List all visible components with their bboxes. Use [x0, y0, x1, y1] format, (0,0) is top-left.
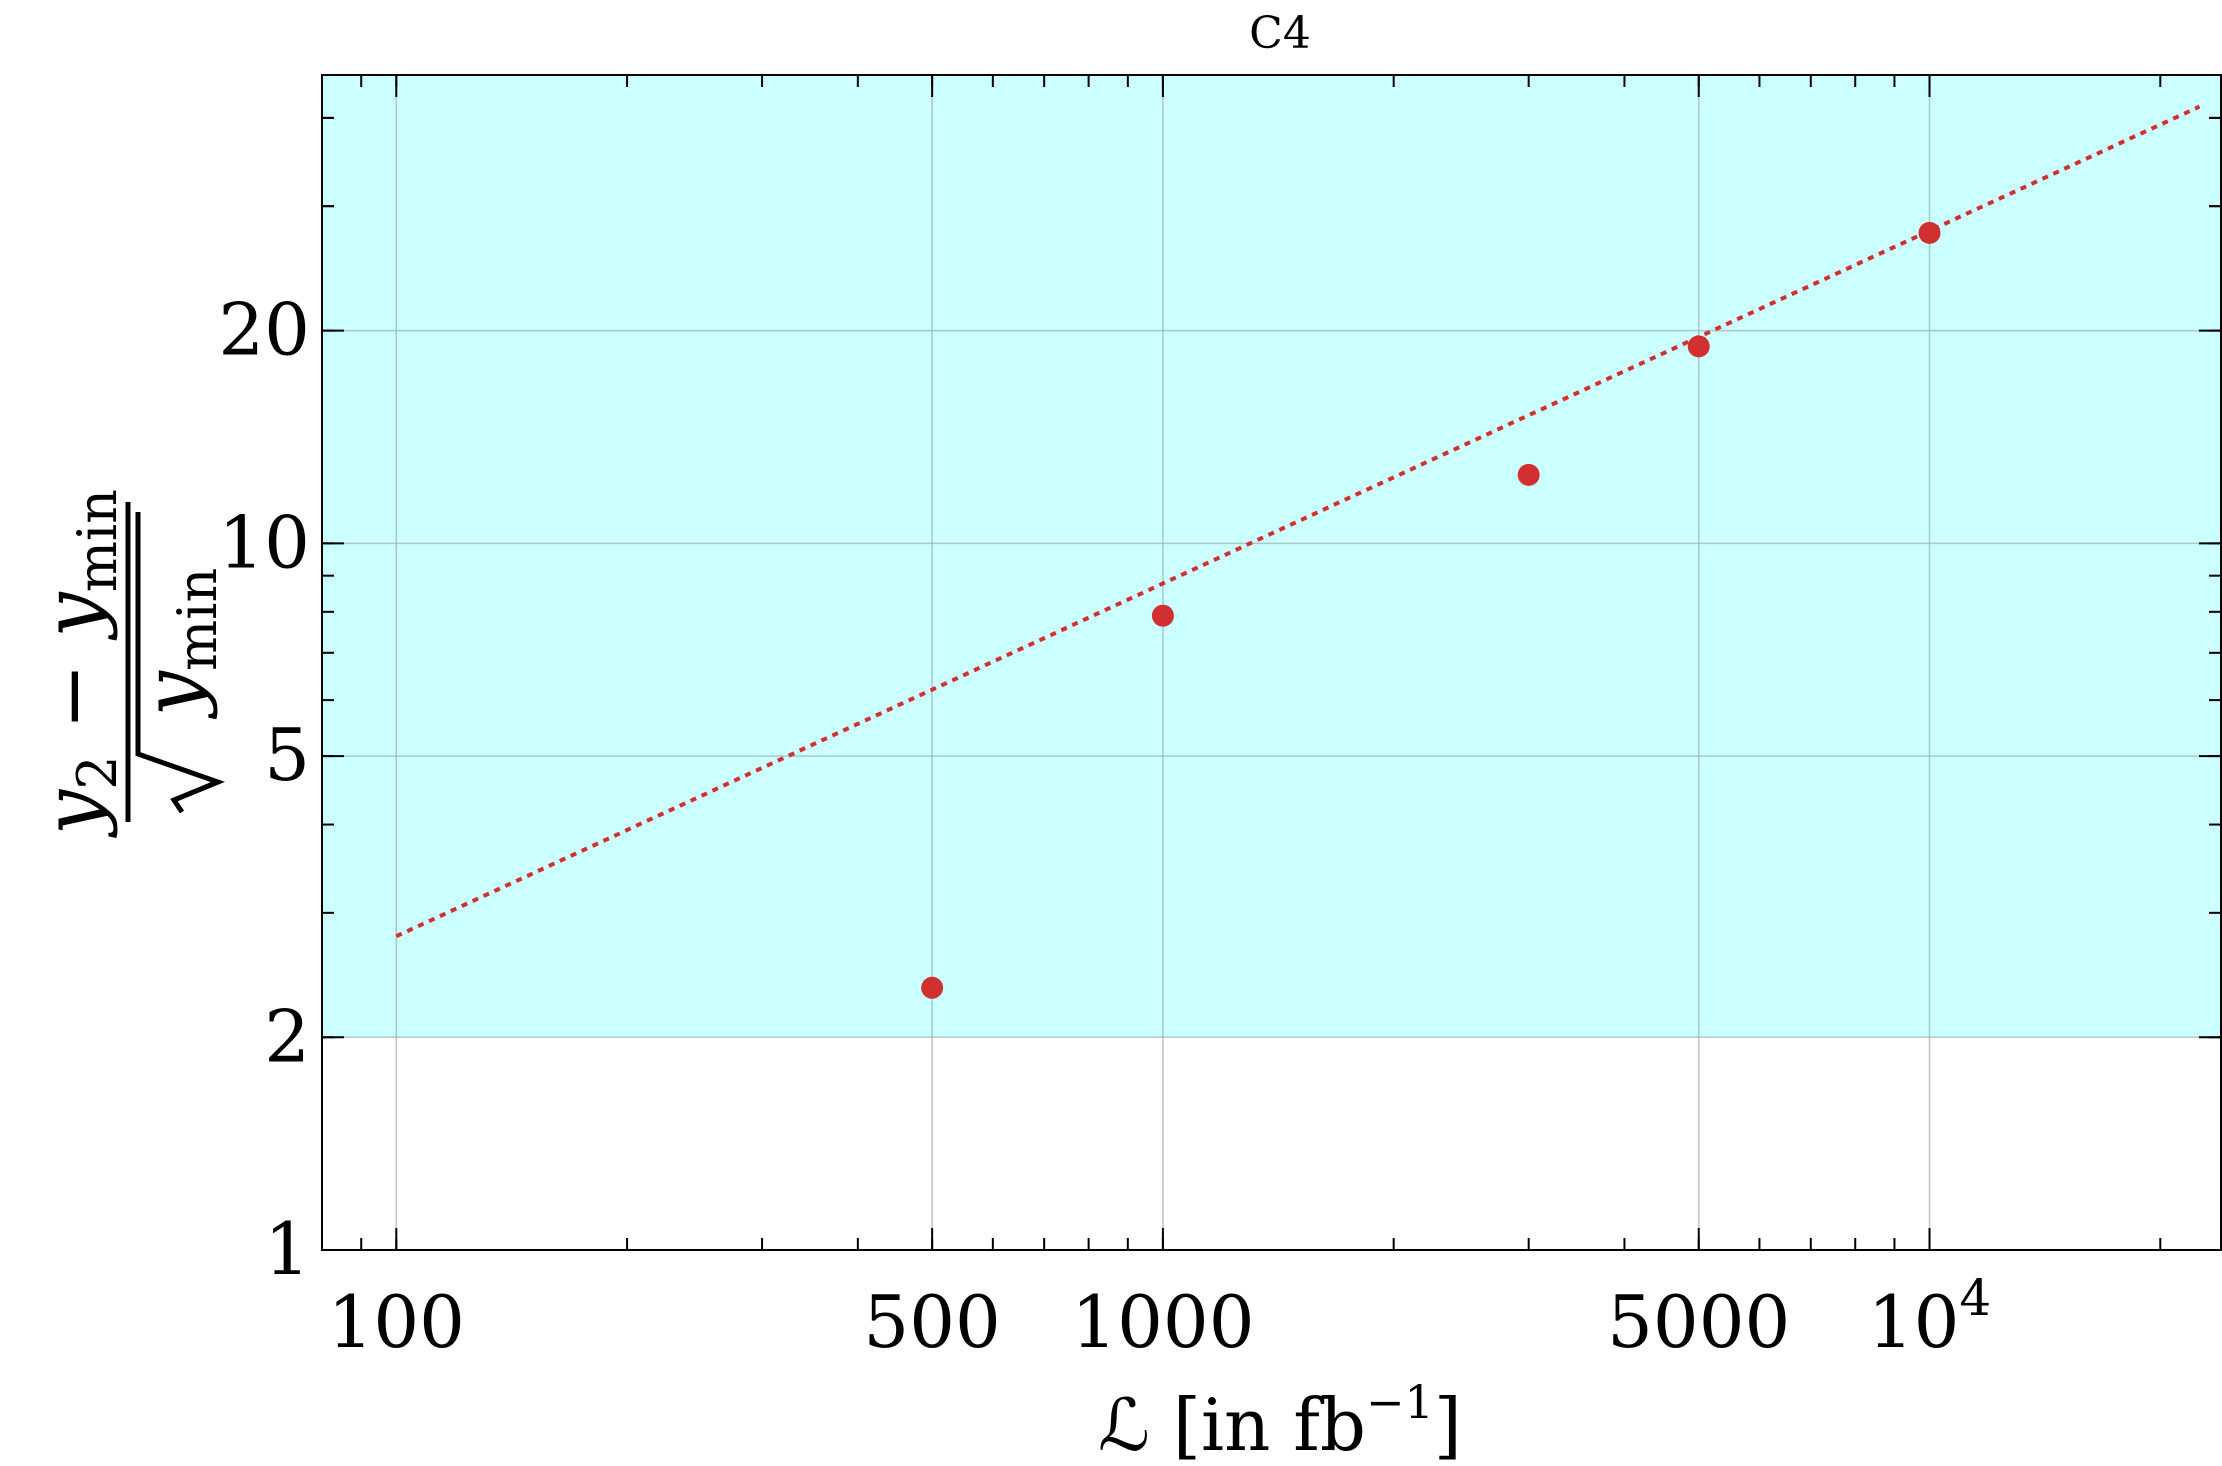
y-tick-label: 2 [264, 994, 310, 1078]
x-tick-label: 5000 [1607, 1280, 1790, 1364]
x-axis-label-sup: −1 [1366, 1375, 1434, 1429]
data-point [921, 976, 944, 999]
y-tick-labels: 1 2 5 10 20 [218, 288, 310, 1291]
y-tick-label: 10 [218, 500, 310, 584]
x-tick-label: 500 [863, 1280, 1000, 1364]
y-tick-label: 1 [264, 1207, 310, 1291]
shaded-region [322, 75, 2221, 1038]
data-point [1517, 463, 1540, 486]
y-axis-label-denominator: ymin [126, 568, 229, 719]
plot-frame [321, 74, 2222, 1251]
x-axis-label-close: ] [1434, 1383, 1462, 1466]
x-axis-label-main: ℒ [in fb [1098, 1383, 1366, 1466]
plot-area [321, 74, 2222, 1251]
chart-title: C4 [1249, 8, 1311, 59]
data-point [1151, 604, 1174, 627]
y-axis-label-numerator: y2 − ymin [26, 489, 129, 838]
x-tick-labels: 100 500 1000 5000 104 [328, 1269, 1992, 1364]
x-tick-label: 104 [1868, 1269, 1991, 1364]
y-tick-label: 20 [218, 288, 310, 372]
y-axis-label: y2 − ymin ymin [26, 489, 229, 838]
x-axis-label: ℒ [in fb−1] [1098, 1375, 1462, 1466]
x-tick-label: 100 [328, 1280, 465, 1364]
x-tick-label: 1000 [1071, 1280, 1254, 1364]
y-tick-label: 5 [264, 713, 310, 797]
data-points [921, 221, 1941, 999]
data-point [1687, 335, 1710, 358]
data-point [1918, 221, 1941, 244]
y-axis-label-sqrt-sign [135, 512, 226, 814]
